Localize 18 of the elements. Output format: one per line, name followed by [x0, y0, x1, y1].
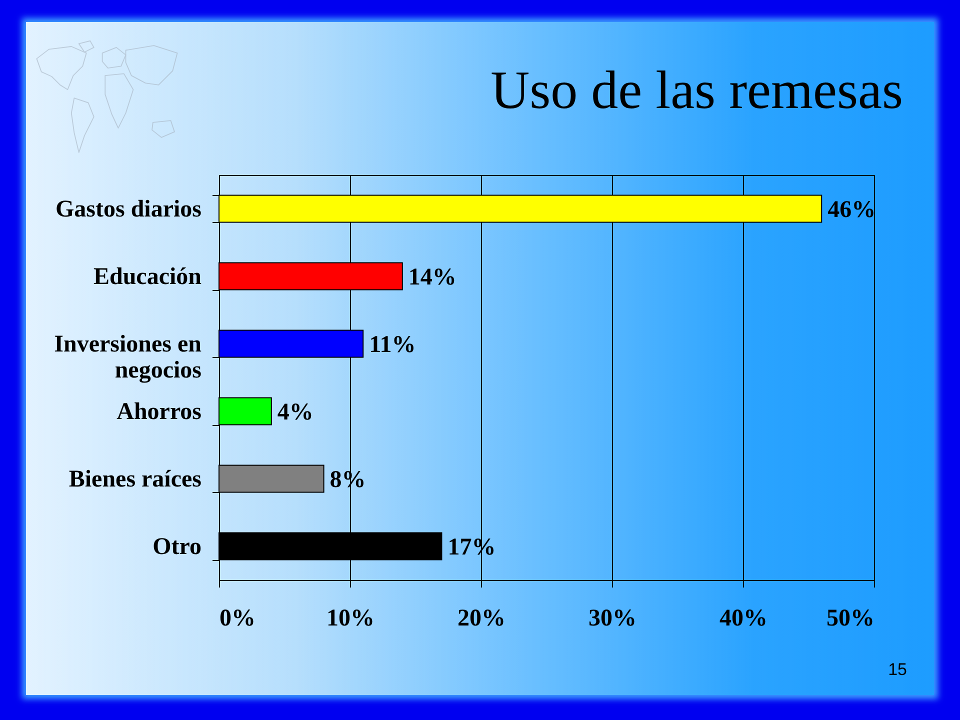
text: 15 — [888, 660, 907, 680]
data-label: 46% — [828, 196, 876, 223]
y-tick-label: Otro — [152, 534, 202, 560]
y-tick-label: Educación — [93, 264, 202, 290]
x-tick-label: 0% — [220, 606, 256, 632]
y-tick-label: Gastos diarios — [55, 196, 202, 222]
x-tick-label: 20% — [458, 606, 506, 632]
data-label: 4% — [277, 399, 314, 426]
data-label: 14% — [408, 264, 456, 290]
x-tick-label: 40% — [720, 606, 768, 632]
y-tick-label: Ahorros — [116, 398, 202, 425]
x-tick-label: 10% — [326, 606, 374, 632]
y-tick-label: Inversiones en negocios — [54, 331, 202, 384]
y-tick-label: Bienes raíces — [68, 466, 202, 492]
x-tick-label: 50% — [826, 606, 874, 632]
chart-title: Uso de las remesas — [490, 60, 903, 120]
x-tick-label: 30% — [588, 606, 636, 632]
data-label: 11% — [369, 332, 416, 358]
